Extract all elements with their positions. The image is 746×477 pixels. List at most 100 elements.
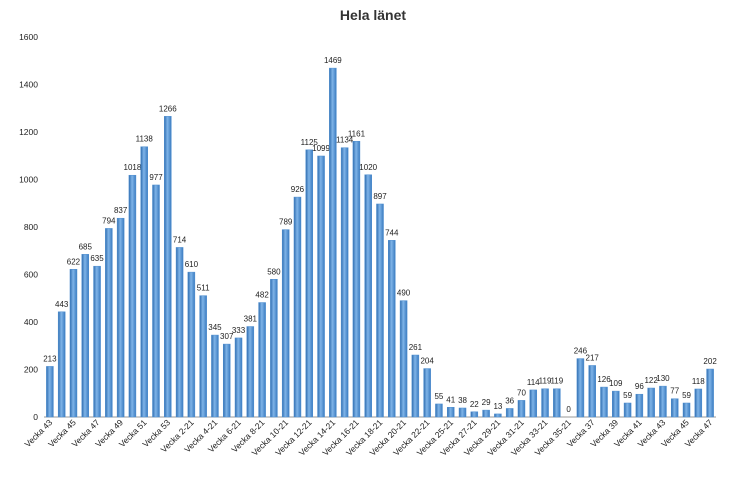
y-tick-label: 200 — [24, 365, 38, 375]
bar — [270, 279, 278, 418]
bar — [505, 408, 514, 418]
bar — [517, 400, 526, 418]
chart-title: Hela länet — [340, 7, 406, 23]
bar — [694, 388, 703, 418]
y-tick-label: 400 — [24, 317, 38, 327]
bar — [317, 155, 325, 418]
value-label: 1266 — [159, 104, 177, 113]
value-label: 333 — [232, 326, 246, 335]
value-label: 119 — [550, 377, 563, 386]
bar — [588, 365, 596, 418]
value-label: 714 — [173, 235, 187, 244]
value-label: 1469 — [324, 56, 342, 65]
bar — [635, 393, 644, 418]
bar — [399, 300, 408, 418]
bar — [340, 147, 349, 418]
bar — [246, 326, 255, 418]
bar — [494, 413, 502, 418]
value-label: 204 — [420, 357, 434, 366]
value-label: 29 — [482, 398, 491, 407]
bar — [623, 402, 632, 418]
y-tick-label: 800 — [24, 222, 38, 232]
value-label: 1018 — [124, 163, 142, 172]
value-label: 246 — [574, 347, 588, 356]
value-label: 55 — [434, 392, 443, 401]
bar — [187, 271, 196, 418]
value-label: 635 — [90, 254, 104, 263]
bar — [470, 411, 479, 418]
bar — [116, 217, 125, 418]
bar — [435, 403, 443, 418]
y-tick-label: 1000 — [19, 175, 38, 185]
bar — [411, 354, 420, 418]
bar — [258, 302, 266, 418]
bar — [128, 174, 137, 418]
value-label: 443 — [55, 300, 69, 309]
value-label: 41 — [446, 395, 455, 404]
value-label: 490 — [397, 289, 411, 298]
bar — [164, 116, 172, 418]
value-label: 511 — [197, 284, 210, 293]
bar — [682, 402, 691, 418]
value-label: 217 — [586, 353, 600, 362]
value-label: 381 — [244, 315, 258, 324]
bar — [175, 247, 184, 418]
value-label: 122 — [644, 376, 658, 385]
value-label: 622 — [67, 257, 81, 266]
bar — [670, 398, 679, 418]
value-label: 119 — [539, 377, 552, 386]
bar — [199, 295, 207, 418]
value-label: 109 — [609, 379, 623, 388]
value-label: 345 — [208, 323, 222, 332]
bar — [541, 388, 549, 418]
value-label: 126 — [597, 375, 611, 384]
value-label: 794 — [102, 216, 116, 225]
bar — [446, 407, 455, 418]
bar — [105, 228, 113, 418]
value-label: 77 — [670, 387, 679, 396]
value-label: 482 — [255, 291, 269, 300]
value-label: 744 — [385, 228, 399, 237]
value-label: 202 — [703, 357, 717, 366]
y-tick-label: 1200 — [19, 127, 38, 137]
bar — [57, 311, 66, 418]
bar — [281, 229, 290, 418]
bar — [458, 407, 467, 418]
value-label: 13 — [493, 402, 502, 411]
bar — [612, 390, 620, 418]
value-label: 685 — [79, 242, 93, 251]
bar — [69, 269, 78, 418]
y-tick-label: 0 — [33, 412, 38, 422]
bar — [482, 409, 490, 418]
value-label: 96 — [635, 382, 644, 391]
bar — [364, 174, 372, 418]
value-label: 118 — [692, 377, 705, 386]
value-label: 610 — [185, 260, 199, 269]
value-label: 59 — [682, 391, 691, 400]
value-label: 114 — [527, 378, 540, 387]
value-label: 1020 — [359, 163, 377, 172]
value-label: 1161 — [348, 129, 366, 138]
value-label: 0 — [566, 405, 571, 414]
bar — [329, 67, 337, 418]
value-label: 1099 — [312, 144, 330, 153]
value-label: 580 — [267, 267, 281, 276]
value-label: 59 — [623, 391, 632, 400]
value-label: 926 — [291, 185, 305, 194]
value-label: 1125 — [301, 138, 319, 147]
bar — [352, 141, 361, 418]
bar — [423, 368, 431, 418]
bar — [222, 343, 231, 418]
bar — [93, 265, 101, 418]
bar — [152, 184, 160, 418]
y-tick-label: 600 — [24, 270, 38, 280]
bar — [647, 387, 655, 418]
value-label: 70 — [517, 388, 526, 397]
bar — [211, 334, 219, 418]
bar — [234, 337, 243, 418]
value-label: 213 — [43, 354, 57, 363]
value-label: 22 — [470, 400, 479, 409]
y-tick-label: 1600 — [19, 32, 38, 42]
value-label: 789 — [279, 218, 293, 227]
